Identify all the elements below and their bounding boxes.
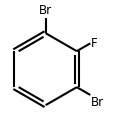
Text: F: F (91, 37, 98, 50)
Text: Br: Br (91, 95, 104, 109)
Text: Br: Br (39, 4, 52, 17)
